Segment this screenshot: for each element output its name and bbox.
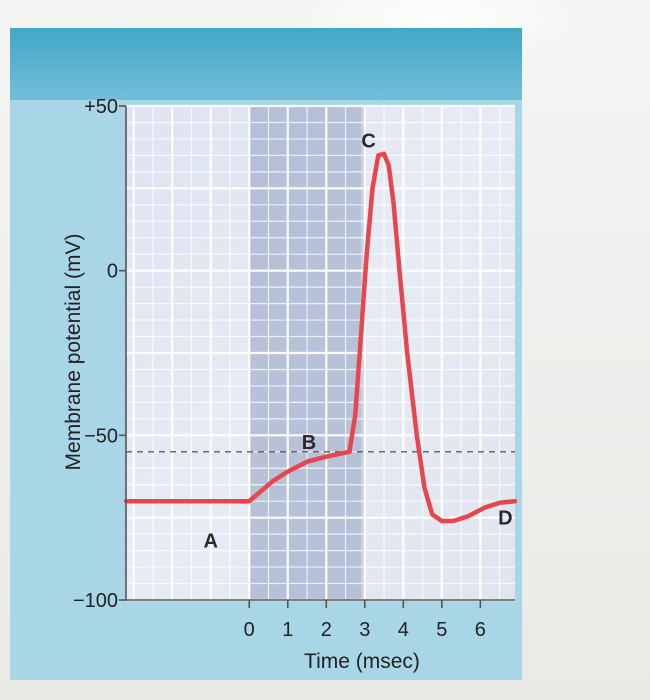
y-axis-title: Membrane potential (mV) [62, 234, 85, 471]
figure-header-band [10, 28, 522, 100]
point-label-b: B [302, 432, 316, 454]
y-tick-label: −50 [84, 425, 118, 447]
point-label-a: A [204, 531, 218, 553]
x-axis-title: Time (msec) [304, 650, 420, 673]
x-tick-label: 5 [436, 619, 447, 641]
x-tick-label: 3 [359, 619, 370, 641]
x-tick-label: 6 [475, 619, 486, 641]
axis-layer [119, 105, 515, 608]
x-tick-label: 2 [321, 619, 332, 641]
y-tick-label: 0 [107, 261, 118, 283]
x-tick-label: 0 [244, 619, 255, 641]
x-tick-label: 1 [282, 619, 293, 641]
x-tick-labels: 0 1 2 3 4 5 6 [244, 619, 486, 641]
x-tick-label: 4 [398, 619, 409, 641]
y-tick-labels: +50 0 −50 −100 [73, 96, 118, 612]
point-label-c: C [361, 131, 375, 153]
y-tick-label: −100 [73, 590, 118, 612]
membrane-potential-curve [123, 151, 518, 524]
y-tick-label: +50 [84, 96, 118, 118]
point-label-d: D [498, 508, 512, 530]
point-annotations: A B C D [204, 131, 513, 553]
